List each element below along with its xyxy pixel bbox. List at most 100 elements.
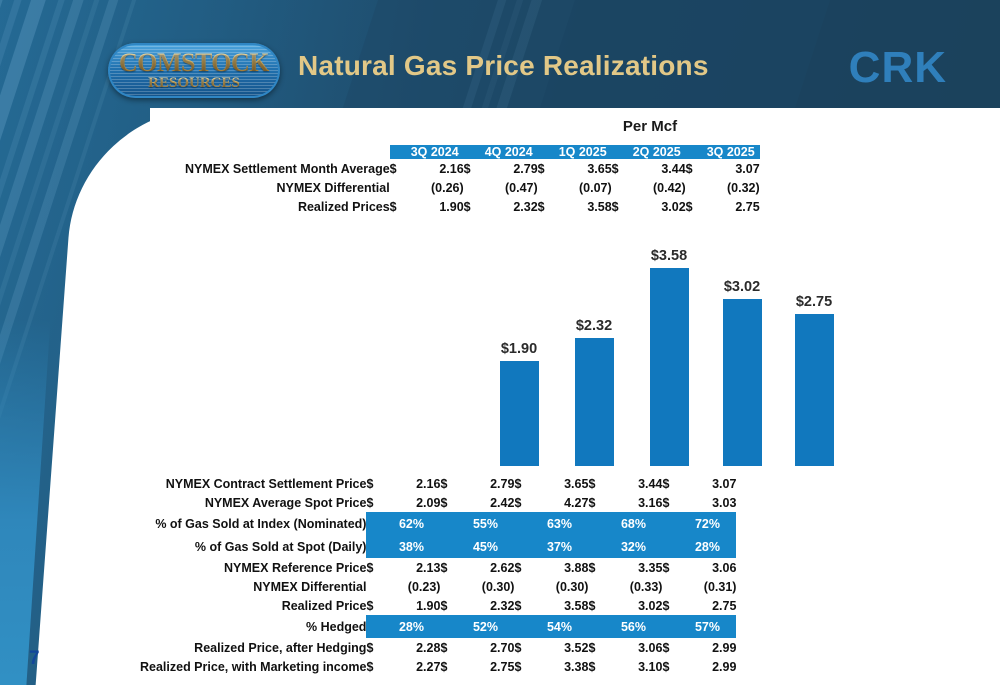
chart-bar — [650, 268, 689, 466]
row-value: (0.42) — [653, 180, 686, 195]
row-label: NYMEX Differential — [253, 579, 367, 594]
currency-symbol: $ — [537, 199, 545, 214]
row-label: % Hedged — [306, 619, 367, 634]
row-value: 2.75 — [712, 598, 737, 613]
currency-symbol: $ — [514, 598, 522, 613]
row-value: 2.70 — [490, 640, 515, 655]
row-value-percent: 63% — [530, 512, 589, 535]
row-value: (0.23) — [407, 579, 441, 594]
row-value: 2.79 — [490, 476, 515, 491]
currency-symbol: $ — [366, 476, 374, 491]
row-label: NYMEX Differential — [276, 180, 390, 195]
row-value: (0.32) — [727, 180, 760, 195]
row-value: 3.58 — [564, 598, 589, 613]
currency-symbol: $ — [440, 598, 448, 613]
chart-bar-label: $2.32 — [575, 318, 613, 334]
row-value: 3.07 — [712, 476, 737, 491]
table-row: NYMEX Differential (0.23) (0.30) (0.30) (0.3… — [140, 577, 736, 596]
row-value: 2.75 — [735, 199, 760, 214]
row-cell-pad — [440, 512, 457, 535]
table-row: % Hedged 28% 52% 54% 56% 57% — [140, 615, 737, 638]
row-value-percent: 55% — [456, 512, 515, 535]
row-value: 3.06 — [638, 640, 663, 655]
detail-metrics-table: NYMEX Contract Settlement Price $2.16 $2.7… — [140, 474, 737, 676]
column-header-2-pad — [463, 145, 480, 159]
currency-symbol: $ — [389, 161, 397, 176]
table-row: % of Gas Sold at Index (Nominated) 62% 55%… — [140, 512, 737, 535]
currency-symbol: $ — [514, 495, 522, 510]
currency-symbol: $ — [366, 659, 374, 674]
currency-symbol: $ — [440, 659, 448, 674]
row-value-percent: 32% — [604, 535, 663, 558]
currency-symbol — [464, 178, 480, 197]
currency-symbol: $ — [514, 560, 522, 575]
currency-symbol: $ — [463, 199, 471, 214]
currency-symbol: $ — [588, 495, 596, 510]
row-value: 2.42 — [490, 495, 515, 510]
chart-bar — [500, 361, 539, 466]
row-value: 2.16 — [416, 476, 441, 491]
row-value-percent: 54% — [530, 615, 589, 638]
column-header-2q-2025: 2Q 2025 — [627, 145, 686, 159]
row-value: 2.32 — [513, 199, 538, 214]
currency-symbol: $ — [685, 199, 693, 214]
row-value: 2.99 — [712, 640, 737, 655]
column-header-3q-2024: 3Q 2024 — [405, 145, 464, 159]
currency-symbol: $ — [662, 560, 670, 575]
table-row: NYMEX Average Spot Price $2.09 $2.42 $4.27 $… — [140, 493, 737, 512]
chart-bar — [723, 299, 762, 466]
currency-symbol: $ — [685, 161, 693, 176]
currency-symbol — [662, 577, 678, 596]
logo-wordmark-primary: COMSTOCK — [118, 47, 270, 77]
table-row: NYMEX Differential (0.26) (0.47) (0.07) (0.4… — [185, 178, 760, 197]
row-value: (0.30) — [555, 579, 589, 594]
row-label: NYMEX Reference Price — [224, 560, 367, 575]
row-value: 4.27 — [564, 495, 589, 510]
row-value-percent: 37% — [530, 535, 589, 558]
row-value-percent: 68% — [604, 512, 663, 535]
row-value-percent: 56% — [604, 615, 663, 638]
currency-symbol: $ — [440, 560, 448, 575]
row-value: 1.90 — [439, 199, 464, 214]
currency-symbol: $ — [389, 199, 397, 214]
currency-symbol: $ — [662, 495, 670, 510]
currency-symbol: $ — [611, 161, 619, 176]
row-cell-pad — [588, 615, 605, 638]
column-header-5-pad — [685, 145, 702, 159]
table-row: Realized Price $1.90 $2.32 $3.58 $3.02 $2.75 — [140, 596, 737, 615]
column-header-4-pad — [611, 145, 628, 159]
table-header-row: 3Q 2024 4Q 2024 1Q 2025 2Q 2025 3Q 2025 — [185, 145, 760, 159]
comstock-resources-logo: COMSTOCK RESOURCES — [108, 43, 280, 98]
currency-symbol: $ — [588, 659, 596, 674]
row-label: % of Gas Sold at Spot (Daily) — [194, 539, 367, 554]
row-cell-pad — [366, 512, 383, 535]
currency-symbol — [686, 178, 702, 197]
row-value: 3.65 — [564, 476, 589, 491]
row-value-percent: 45% — [456, 535, 515, 558]
chart-bar-label: $3.58 — [650, 248, 688, 264]
ticker-logo-crk: CRK — [848, 43, 947, 92]
row-value: 3.44 — [661, 161, 686, 176]
row-value: 2.16 — [439, 161, 464, 176]
row-value: 3.88 — [564, 560, 589, 575]
row-cell-pad — [440, 615, 457, 638]
currency-symbol — [366, 577, 382, 596]
row-value: 2.62 — [490, 560, 515, 575]
table-row: Realized Price, after Hedging $2.28 $2.70 $… — [140, 638, 736, 657]
currency-symbol: $ — [440, 476, 448, 491]
row-cell-pad — [366, 535, 383, 558]
row-label: NYMEX Contract Settlement Price — [165, 476, 367, 491]
row-value: 3.58 — [587, 199, 612, 214]
row-value: (0.31) — [703, 579, 737, 594]
row-cell-pad — [588, 512, 605, 535]
row-cell-pad — [514, 512, 531, 535]
row-label: Realized Price, after Hedging — [194, 640, 367, 655]
currency-symbol: $ — [440, 495, 448, 510]
currency-symbol — [612, 178, 628, 197]
row-value: 2.28 — [416, 640, 441, 655]
row-value-percent: 28% — [382, 615, 441, 638]
currency-symbol — [588, 577, 604, 596]
row-value: 3.06 — [712, 560, 737, 575]
logo-wordmark-secondary: RESOURCES — [148, 75, 240, 92]
currency-symbol: $ — [514, 640, 522, 655]
